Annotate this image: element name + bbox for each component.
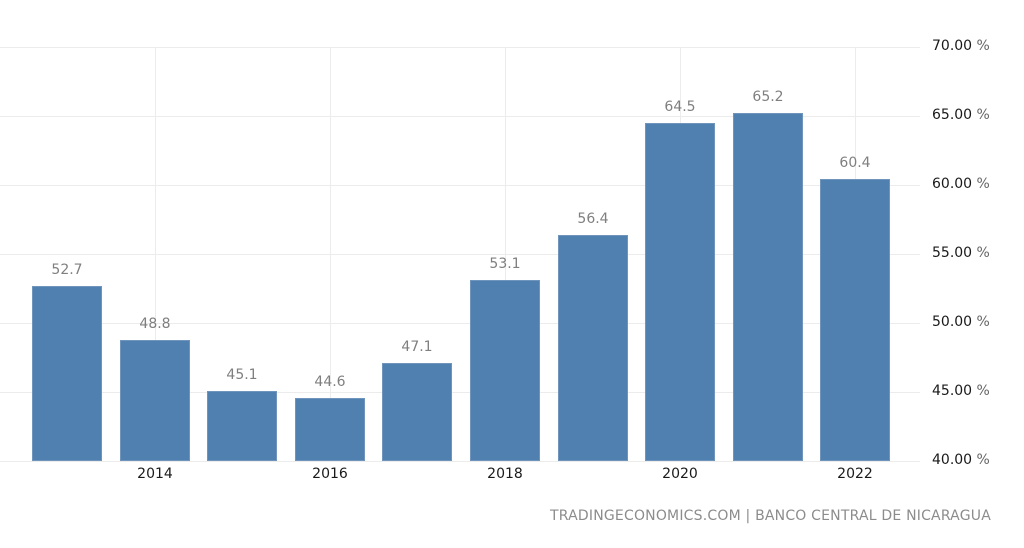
y-axis-tick-label: 70.00 % (932, 38, 990, 54)
bar-2013[interactable] (32, 286, 102, 461)
bar-2021[interactable] (733, 113, 803, 461)
bar-2022[interactable] (820, 179, 890, 461)
source-credit: TRADINGECONOMICS.COM | BANCO CENTRAL DE … (550, 508, 991, 524)
bar-2016[interactable] (295, 398, 365, 461)
x-axis-tick-label: 2014 (137, 466, 173, 482)
bar-value-label: 56.4 (577, 211, 609, 227)
gridline-horizontal (0, 392, 920, 393)
gridline-horizontal (0, 47, 920, 48)
bar-value-label: 48.8 (139, 316, 171, 332)
x-axis-tick-label: 2016 (312, 466, 348, 482)
gridline-vertical (330, 47, 331, 461)
bar-2017[interactable] (382, 363, 452, 461)
gridline-horizontal (0, 116, 920, 117)
y-axis-tick-label: 45.00 % (932, 383, 990, 399)
y-axis-tick-label: 65.00 % (932, 107, 990, 123)
bar-2020[interactable] (645, 123, 715, 461)
y-axis-tick-label: 40.00 % (932, 452, 990, 468)
gridline-vertical (505, 47, 506, 461)
bar-2015[interactable] (207, 391, 277, 461)
bar-value-label: 64.5 (664, 99, 696, 115)
gridline-vertical (155, 47, 156, 461)
x-axis-tick-label: 2022 (837, 466, 873, 482)
bar-value-label: 45.1 (226, 367, 258, 383)
bar-2019[interactable] (558, 235, 628, 461)
bar-value-label: 53.1 (489, 256, 521, 272)
gridline-horizontal (0, 254, 920, 255)
gridline-horizontal (0, 323, 920, 324)
bar-value-label: 52.7 (51, 262, 83, 278)
y-axis-tick-label: 50.00 % (932, 314, 990, 330)
bar-value-label: 47.1 (401, 339, 433, 355)
x-axis-tick-label: 2018 (487, 466, 523, 482)
x-axis-tick-label: 2020 (662, 466, 698, 482)
y-axis-tick-label: 60.00 % (932, 176, 990, 192)
gridline-horizontal (0, 461, 920, 462)
gridline-horizontal (0, 185, 920, 186)
bar-2014[interactable] (120, 340, 190, 461)
bar-value-label: 60.4 (839, 155, 871, 171)
bar-value-label: 44.6 (314, 374, 346, 390)
bar-value-label: 65.2 (752, 89, 784, 105)
y-axis-tick-label: 55.00 % (932, 245, 990, 261)
bar-2018[interactable] (470, 280, 540, 461)
